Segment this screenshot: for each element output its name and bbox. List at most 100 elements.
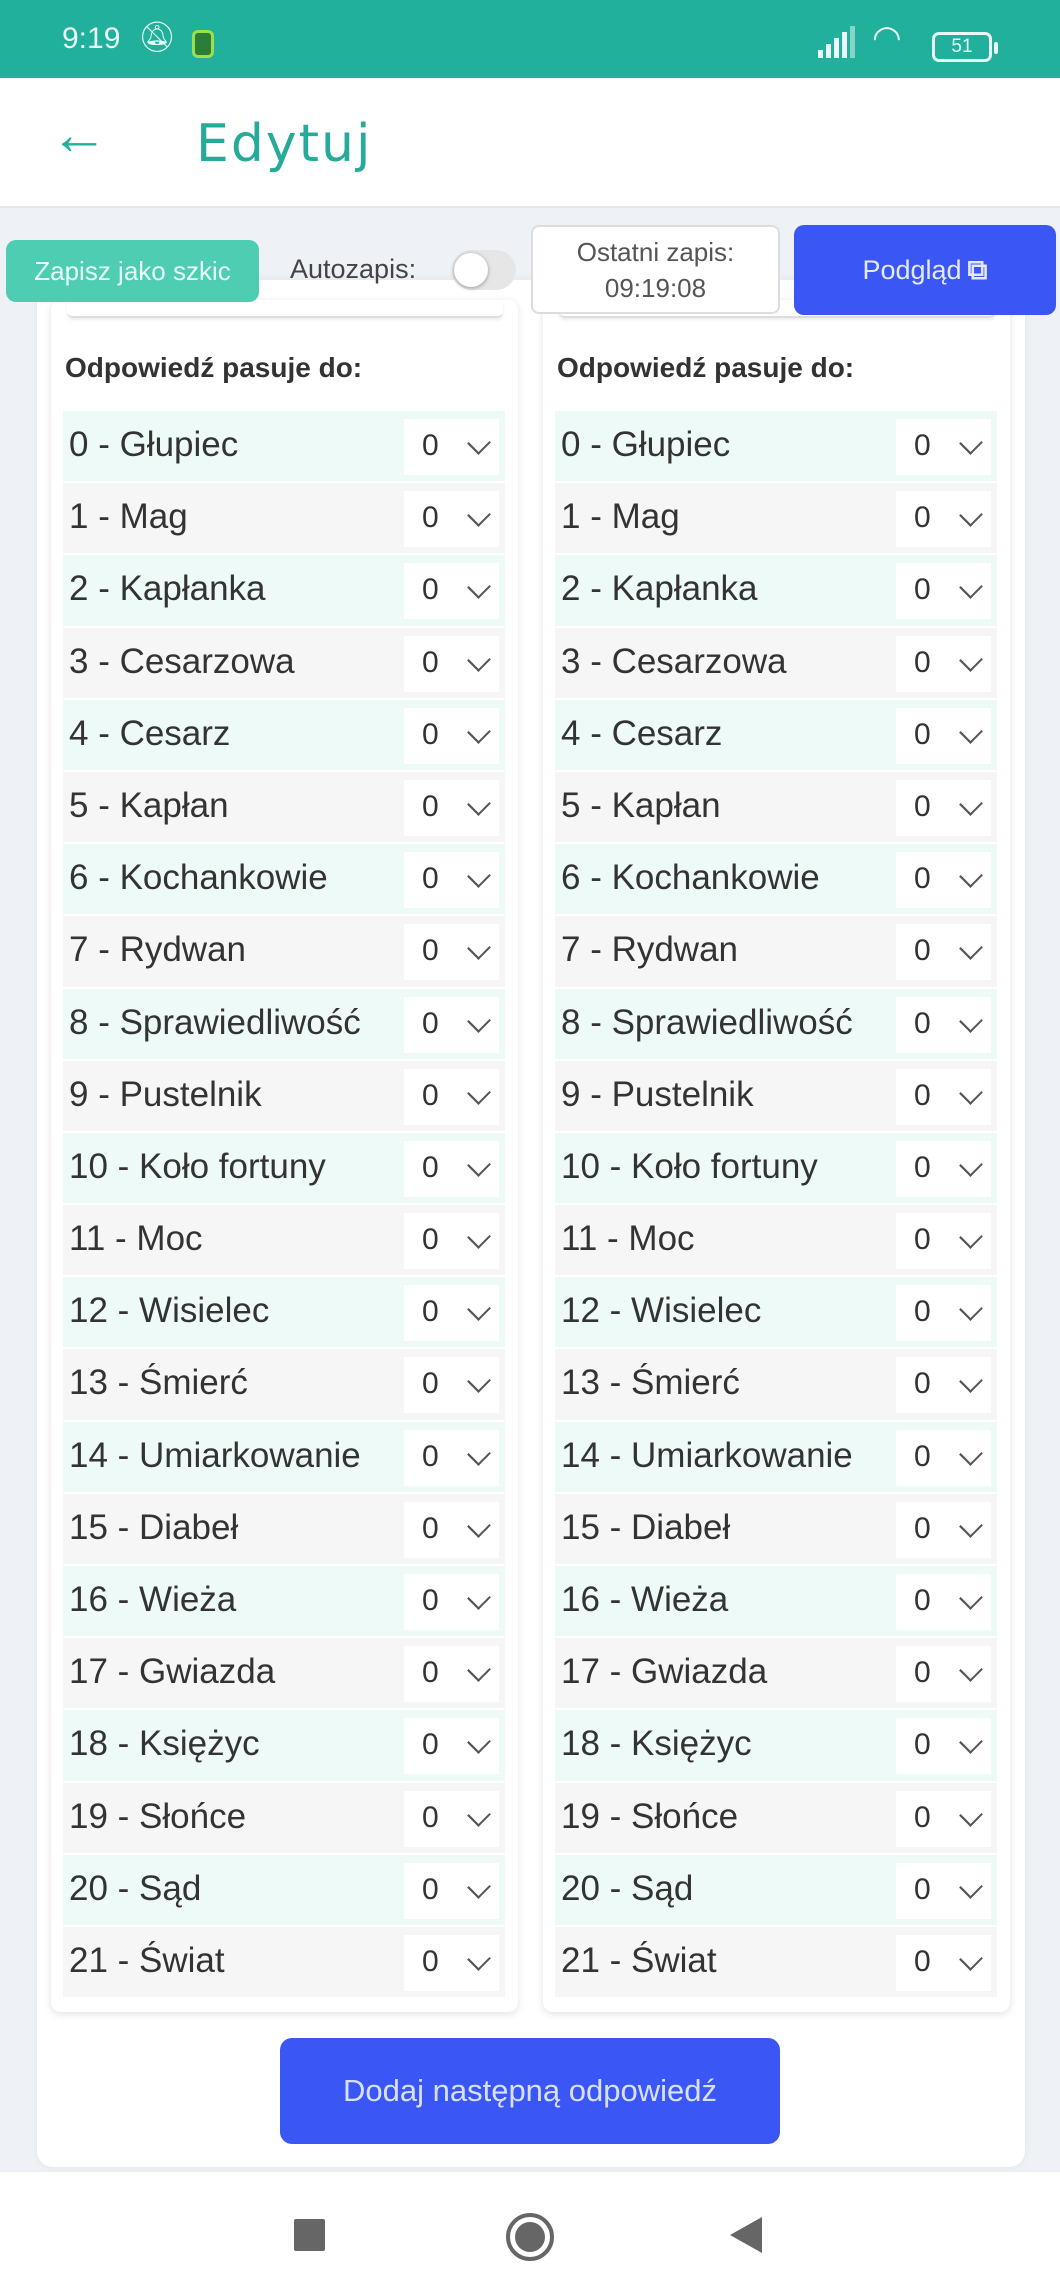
weight-select[interactable]: 0 [896,563,991,620]
weight-select[interactable]: 0 [896,1357,991,1414]
chevron-down-icon [467,936,491,961]
card-label: 21 - Świat [561,1940,717,1980]
answer-text-input[interactable] [559,300,995,318]
select-value: 0 [914,1295,931,1329]
app-notification-icon [192,30,214,58]
list-item: 10 - Koło fortuny 0 [63,1132,505,1206]
select-value: 0 [914,1006,931,1040]
chevron-down-icon [959,936,983,961]
card-label: 2 - Kapłanka [69,569,266,609]
weight-select[interactable]: 0 [896,1140,991,1197]
toggle-knob [454,253,488,287]
select-value: 0 [914,717,931,751]
weight-select[interactable]: 0 [404,563,499,620]
preview-button[interactable]: Podgląd ⧉ [794,225,1056,315]
list-item: 8 - Sprawiedliwość 0 [63,988,505,1061]
select-value: 0 [422,1584,439,1617]
list-item: 7 - Rydwan 0 [63,916,505,989]
weight-select[interactable]: 0 [404,1285,499,1342]
matches-list: 0 - Głupiec 0 1 - Mag 0 2 - Kapłanka 0 3 - Ces… [63,411,505,2000]
weight-select[interactable]: 0 [896,707,991,764]
weight-select[interactable]: 0 [896,1862,991,1919]
weight-select[interactable]: 0 [896,1501,991,1558]
weight-select[interactable]: 0 [896,1934,991,1991]
weight-select[interactable]: 0 [404,924,499,981]
weight-select[interactable]: 0 [404,1357,499,1414]
autosave-toggle[interactable] [452,250,516,290]
weight-select[interactable]: 0 [404,996,499,1053]
weight-select[interactable]: 0 [404,1790,499,1847]
select-value: 0 [422,1223,439,1257]
weight-select[interactable]: 0 [404,635,499,692]
chevron-down-icon [467,1802,491,1827]
select-value: 0 [914,1584,931,1617]
list-item: 9 - Pustelnik 0 [63,1060,505,1133]
card-label: 11 - Moc [561,1219,695,1259]
weight-select[interactable]: 0 [896,491,991,548]
select-value: 0 [914,1367,931,1401]
weight-select[interactable]: 0 [404,419,499,475]
weight-select[interactable]: 0 [404,1140,499,1197]
weight-select[interactable]: 0 [404,707,499,764]
recents-square-icon[interactable] [294,2219,325,2251]
list-item: 15 - Diabeł 0 [63,1493,505,1566]
list-item: 0 - Głupiec 0 [555,411,997,484]
chevron-down-icon [959,864,983,889]
save-draft-button[interactable]: Zapisz jako szkic [6,240,259,302]
card-label: 13 - Śmierć [69,1363,248,1403]
weight-select[interactable]: 0 [896,852,991,909]
weight-select[interactable]: 0 [896,1213,991,1270]
weight-select[interactable]: 0 [404,1429,499,1486]
back-triangle-icon[interactable] [730,2217,762,2253]
weight-select[interactable]: 0 [896,1574,991,1630]
preview-label: Podgląd [862,255,962,285]
weight-select[interactable]: 0 [896,996,991,1053]
weight-select[interactable]: 0 [896,1285,991,1342]
weight-select[interactable]: 0 [896,924,991,981]
add-answer-button[interactable]: Dodaj następną odpowiedź [280,2038,780,2144]
list-item: 1 - Mag 0 [555,483,997,556]
weight-select[interactable]: 0 [404,1718,499,1775]
weight-select[interactable]: 0 [896,1429,991,1486]
card-label: 11 - Moc [69,1219,203,1259]
chevron-down-icon [467,575,491,600]
select-value: 0 [422,1078,439,1112]
weight-select[interactable]: 0 [404,852,499,909]
chevron-down-icon [467,1225,491,1249]
weight-select[interactable]: 0 [896,419,991,475]
weight-select[interactable]: 0 [404,779,499,836]
list-item: 18 - Księżyc 0 [555,1710,997,1783]
chevron-down-icon [467,719,491,744]
weight-select[interactable]: 0 [404,491,499,548]
select-value: 0 [422,1800,439,1834]
weight-select[interactable]: 0 [896,635,991,692]
chevron-down-icon [467,1441,491,1466]
weight-select[interactable]: 0 [404,1646,499,1703]
arrow-left-icon[interactable]: ← [50,102,108,167]
weight-select[interactable]: 0 [896,1068,991,1125]
weight-select[interactable]: 0 [404,1862,499,1919]
list-item: 12 - Wisielec 0 [555,1277,997,1350]
card-label: 19 - Słońce [561,1796,739,1836]
weight-select[interactable]: 0 [404,1501,499,1558]
weight-select[interactable]: 0 [404,1574,499,1630]
card-label: 10 - Koło fortuny [561,1146,818,1186]
weight-select[interactable]: 0 [404,1934,499,1991]
select-value: 0 [422,573,439,607]
weight-select[interactable]: 0 [896,1790,991,1847]
weight-select[interactable]: 0 [896,1718,991,1775]
select-value: 0 [422,1872,439,1906]
list-item: 21 - Świat 0 [555,1926,997,2000]
chevron-down-icon [959,1225,983,1249]
weight-select[interactable]: 0 [896,779,991,836]
weight-select[interactable]: 0 [404,1213,499,1270]
select-value: 0 [422,501,439,535]
home-circle-icon[interactable] [506,2213,554,2261]
weight-select[interactable]: 0 [404,1068,499,1125]
card-label: 6 - Kochankowie [69,858,328,898]
answer-text-input[interactable] [67,300,503,318]
weight-select[interactable]: 0 [896,1646,991,1703]
card-label: 20 - Sąd [69,1868,202,1908]
list-item: 0 - Głupiec 0 [63,411,505,484]
card-label: 4 - Cesarz [561,713,723,753]
